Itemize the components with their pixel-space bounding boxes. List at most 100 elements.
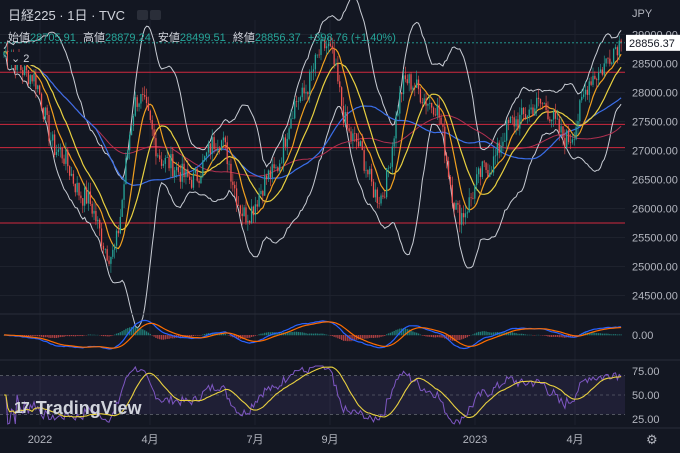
candle-body[interactable] [357, 141, 360, 147]
candle-body[interactable] [485, 162, 487, 170]
candle-body[interactable] [468, 197, 470, 213]
candle-body[interactable] [440, 117, 442, 125]
compare-icon[interactable] [150, 9, 162, 20]
candle-body[interactable] [564, 137, 566, 148]
candle-body[interactable] [303, 87, 305, 94]
rsi-ma-line[interactable] [4, 366, 622, 419]
candle-body[interactable] [142, 94, 144, 96]
candle-body[interactable] [89, 191, 91, 204]
candle-body[interactable] [464, 213, 467, 218]
candle-body[interactable] [599, 69, 602, 73]
candle-body[interactable] [175, 167, 178, 171]
candle-body[interactable] [46, 107, 48, 115]
candle-body[interactable] [194, 169, 196, 173]
candle-body[interactable] [209, 143, 211, 154]
candle-body[interactable] [481, 161, 483, 177]
candle-body[interactable] [549, 119, 551, 122]
candle-body[interactable] [252, 206, 255, 216]
candle-body[interactable] [537, 97, 540, 99]
candle-body[interactable] [290, 118, 292, 129]
candle-body[interactable] [352, 133, 354, 141]
candle-body[interactable] [387, 167, 390, 169]
candle-body[interactable] [509, 116, 512, 124]
candle-body[interactable] [603, 63, 605, 75]
candle-body[interactable] [147, 103, 150, 111]
candle-body[interactable] [301, 87, 303, 98]
candle-body[interactable] [129, 135, 131, 151]
candle-body[interactable] [228, 163, 230, 165]
candle-body[interactable] [543, 103, 545, 104]
candle-body[interactable] [211, 137, 213, 154]
candle-body[interactable] [380, 195, 382, 204]
candle-body[interactable] [534, 108, 536, 116]
candle-body[interactable] [560, 126, 562, 133]
candle-body[interactable] [140, 94, 142, 104]
candle-body[interactable] [114, 245, 116, 250]
candle-body[interactable] [292, 118, 294, 120]
indicator-legend-toggle[interactable]: ⌄ 2 [8, 52, 33, 65]
candle-body[interactable] [181, 163, 183, 182]
candle-body[interactable] [23, 65, 26, 76]
candle-body[interactable] [205, 152, 208, 157]
ma-long[interactable] [3, 50, 622, 187]
candle-body[interactable] [320, 40, 322, 55]
candle-body[interactable] [33, 73, 35, 82]
candle-body[interactable] [344, 112, 347, 124]
candle-body[interactable] [217, 148, 219, 151]
candle-body[interactable] [235, 188, 238, 206]
candle-body[interactable] [29, 75, 31, 84]
candle-body[interactable] [412, 87, 414, 90]
ma-mid[interactable] [3, 50, 622, 231]
candle-body[interactable] [318, 54, 320, 56]
candle-body[interactable] [567, 130, 570, 143]
candle-body[interactable] [222, 137, 225, 141]
candle-body[interactable] [44, 107, 46, 119]
candle-body[interactable] [363, 150, 365, 171]
candle-body[interactable] [382, 195, 384, 197]
candle-body[interactable] [556, 118, 559, 120]
candle-body[interactable] [310, 71, 313, 73]
candle-body[interactable] [385, 168, 388, 198]
candle-body[interactable] [513, 117, 515, 127]
candle-body[interactable] [215, 149, 217, 151]
candle-body[interactable] [271, 164, 273, 178]
candle-body[interactable] [609, 58, 611, 64]
candle-body[interactable] [410, 74, 412, 90]
symbol-title[interactable]: 日経225 · 1日 · TVC [8, 5, 162, 24]
candle-body[interactable] [286, 138, 288, 147]
candle-body[interactable] [462, 213, 465, 218]
candle-body[interactable] [541, 103, 543, 105]
candle-body[interactable] [416, 79, 418, 88]
macd-pane[interactable]: 0.00 [0, 313, 680, 350]
candle-body[interactable] [202, 160, 204, 177]
candle-body[interactable] [38, 85, 41, 94]
candle-body[interactable] [312, 69, 315, 72]
candle-body[interactable] [85, 187, 88, 204]
candle-body[interactable] [423, 98, 425, 104]
candle-body[interactable] [361, 141, 363, 151]
candle-body[interactable] [414, 87, 416, 89]
candle-body[interactable] [376, 189, 378, 204]
candle-body[interactable] [282, 137, 285, 163]
candle-body[interactable] [127, 150, 129, 159]
candle-body[interactable] [37, 85, 39, 90]
candle-body[interactable] [192, 172, 195, 188]
candle-body[interactable] [431, 102, 433, 108]
candle-body[interactable] [97, 219, 99, 222]
candle-body[interactable] [491, 172, 493, 174]
candle-body[interactable] [391, 146, 393, 167]
candle-body[interactable] [245, 207, 247, 223]
candle-body[interactable] [611, 62, 613, 64]
candle-body[interactable] [618, 40, 620, 56]
candle-body[interactable] [115, 230, 118, 246]
candle-body[interactable] [477, 168, 480, 175]
candle-body[interactable] [179, 172, 181, 182]
candle-body[interactable] [365, 170, 367, 171]
candle-body[interactable] [168, 157, 170, 169]
candle-body[interactable] [592, 75, 594, 85]
candle-body[interactable] [476, 174, 478, 185]
ma-slow[interactable] [3, 50, 622, 177]
candle-body[interactable] [573, 139, 575, 140]
candle-body[interactable] [436, 104, 438, 116]
candle-body[interactable] [367, 170, 369, 175]
